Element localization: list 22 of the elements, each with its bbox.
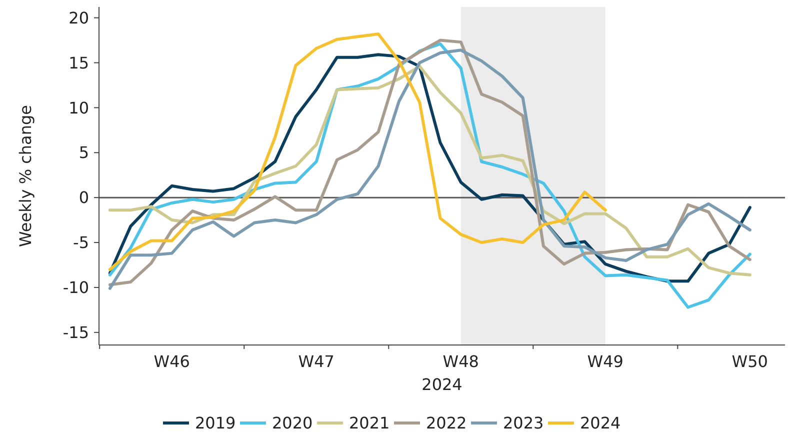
- legend-label: 2021: [349, 414, 390, 433]
- y-tick-label: 5: [78, 143, 89, 162]
- legend-label: 2022: [426, 414, 467, 433]
- x-axis-title: 2024: [422, 375, 462, 394]
- x-tick-label: W48: [442, 352, 479, 371]
- y-tick-label: 15: [68, 53, 89, 72]
- legend-label: 2019: [195, 414, 236, 433]
- legend-label: 2020: [272, 414, 313, 433]
- y-tick-label: 0: [78, 188, 89, 208]
- x-tick-label: W50: [732, 352, 768, 371]
- x-tick-label: W47: [298, 352, 334, 371]
- y-tick-label: 10: [68, 98, 89, 118]
- x-tick-label: W49: [587, 352, 624, 371]
- y-tick-label: -5: [73, 233, 89, 252]
- y-axis-title: Weekly % change: [16, 104, 35, 248]
- y-tick-label: -10: [62, 278, 89, 298]
- x-tick-label: W46: [154, 352, 190, 371]
- legend-label: 2023: [503, 414, 544, 433]
- line-series: [108, 32, 607, 271]
- legend-label: 2024: [580, 414, 621, 433]
- y-tick-label: 20: [68, 8, 89, 28]
- y-tick-label: -15: [62, 323, 89, 342]
